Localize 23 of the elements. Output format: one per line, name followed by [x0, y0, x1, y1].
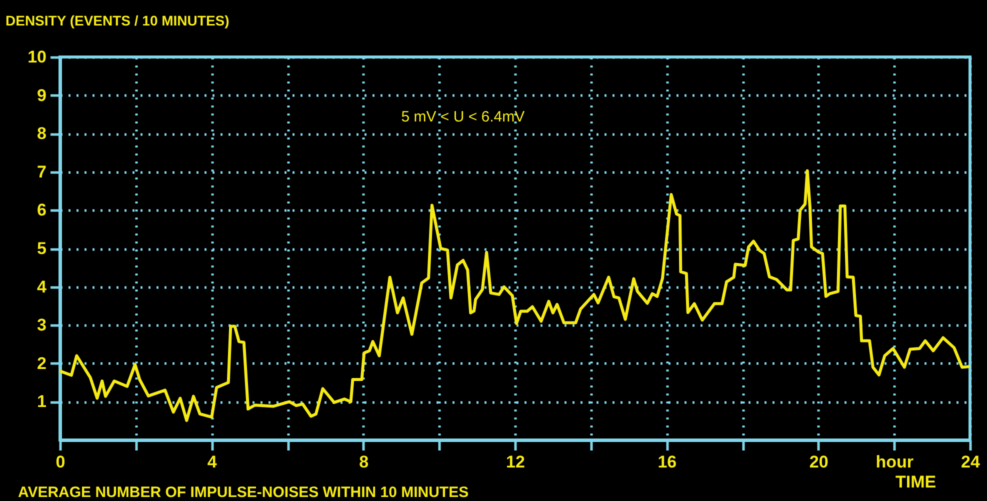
y-tick-label: 7: [37, 162, 46, 182]
x-tick-label: 0: [56, 452, 66, 472]
y-tick-label: 6: [37, 200, 46, 220]
annotation: 5 mV < U < 6.4mV: [401, 108, 525, 126]
text: AVERAGE NUMBER OF IMPULSE-NOISES WITHIN 10 MINUTES: [18, 484, 469, 501]
y-tick-label: 1: [37, 392, 46, 412]
x-tick-label: 12: [506, 452, 525, 472]
x-tick-label: 8: [359, 452, 369, 472]
y-tick-label: 2: [37, 354, 46, 373]
y-tick-label: 8: [37, 124, 46, 144]
x-tick-label: hour: [876, 452, 914, 472]
x-axis-title: TIME: [896, 472, 936, 492]
y-axis-title: DENSITY (EVENTS / 10 MINUTES): [6, 12, 230, 28]
y-tick-label: 4: [37, 277, 48, 296]
y-tick-label: 5: [37, 239, 46, 258]
y-tick-label: 10: [28, 48, 46, 66]
y-tick-label: 9: [37, 86, 46, 105]
y-tick-label: 3: [37, 316, 46, 335]
x-tick-label: 20: [809, 452, 828, 472]
x-tick-label: 4: [207, 452, 218, 472]
line-series: [60, 169, 970, 422]
x-tick-label: 16: [658, 452, 677, 472]
x-tick-label: 24: [961, 452, 980, 472]
